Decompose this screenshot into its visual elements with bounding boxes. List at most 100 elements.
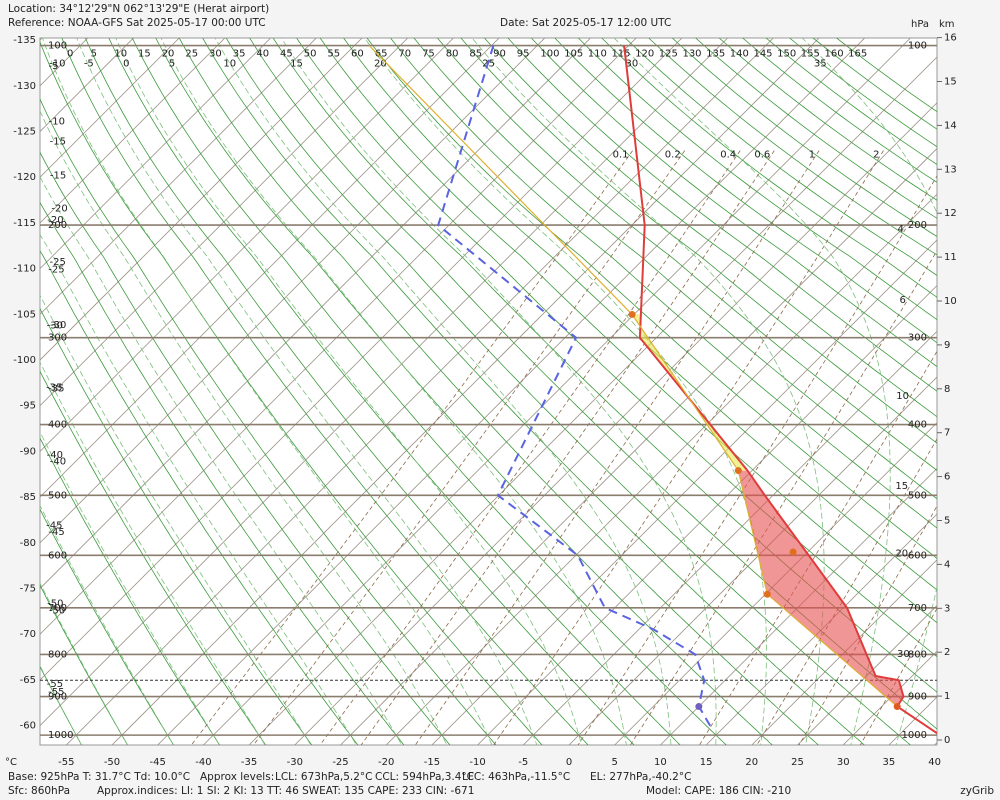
dry-adiabat (577, 38, 937, 321)
z-tick-label: 6 (944, 472, 950, 483)
dry-adiabat (131, 38, 727, 745)
dry-adiabat-label: 105 (564, 49, 583, 60)
dry-adiabat (436, 38, 937, 471)
location: Location: 34°12'29"N 062°13'29"E (Herat … (8, 3, 269, 15)
z-tick-label: 2 (944, 647, 950, 658)
dry-adiabat-label: -35 (46, 382, 62, 393)
level-point (628, 310, 636, 318)
moist-adiabat-label: -55 (48, 687, 64, 698)
dry-adiabat-label: 80 (446, 49, 459, 60)
dry-adiabat-label: -10 (49, 117, 65, 128)
indices: Approx.indices: LI: 1 SI: 2 KI: 13 TT: 4… (97, 785, 474, 797)
left-tick-label: -65 (20, 675, 36, 686)
x-tick-label: -35 (241, 757, 257, 768)
dry-adiabat-label: 25 (185, 49, 198, 60)
isotherm (568, 376, 937, 745)
dry-adiabat-label: -55 (47, 679, 63, 690)
dry-adiabat-label: 35 (233, 49, 246, 60)
level-point (734, 467, 742, 475)
isotherm (40, 38, 592, 590)
mixing-ratio-label: 15 (895, 481, 908, 492)
moist-adiabat-label: 10 (223, 59, 236, 70)
dry-adiabat-label: 125 (659, 49, 678, 60)
dry-adiabat (601, 38, 937, 298)
z-tick-label: 7 (944, 428, 950, 439)
pressure-label: 400 (908, 420, 927, 431)
dry-adiabat (460, 38, 937, 444)
isotherm (40, 38, 226, 224)
levels-label: Approx levels: (200, 771, 274, 783)
pressure-label: 900 (908, 692, 927, 703)
pressure-label: 300 (908, 333, 927, 344)
cin-area (738, 470, 904, 707)
dry-adiabat (507, 38, 937, 392)
isotherm (339, 147, 937, 745)
moist-adiabat-label: -40 (50, 456, 66, 467)
profile-line (623, 45, 937, 735)
moist-adiabat (160, 38, 627, 745)
mixing-ratio-label: 10 (896, 391, 909, 402)
isotherm (65, 38, 774, 745)
dry-adiabat-label: -45 (46, 520, 62, 531)
dry-adiabat (390, 38, 937, 529)
dry-adiabat-label: 150 (777, 49, 796, 60)
mixing-ratio-label: 0.6 (754, 150, 770, 161)
pressure-label: 100 (908, 41, 927, 52)
mixing-ratio-line (577, 175, 937, 745)
mixing-ratio-line (319, 150, 741, 745)
dry-adiabat-label: 15 (138, 49, 151, 60)
dry-adiabat-label: 90 (493, 49, 506, 60)
pressure-label: 200 (48, 220, 67, 231)
x-tick-label: -10 (469, 757, 485, 768)
pressure-label: 800 (48, 649, 67, 660)
mixing-ratio-label: 0.4 (720, 150, 736, 161)
dry-adiabat (343, 38, 937, 591)
profile-line (437, 45, 714, 731)
dry-adiabat-label: 10 (114, 49, 127, 60)
el-info: EL: 277hPa,-40.2°C (590, 771, 691, 783)
model-info: Model: CAPE: 186 CIN: -210 (646, 785, 791, 797)
x-tick-label: 5 (612, 757, 618, 768)
z-unit: km (939, 19, 955, 30)
pressure-label: 400 (48, 420, 67, 431)
left-tick-label: -125 (13, 127, 36, 138)
dry-adiabat (178, 38, 819, 745)
z-tick-label: 14 (944, 120, 957, 131)
z-tick-label: 16 (944, 33, 957, 44)
moist-adiabat-label: 20 (374, 59, 387, 70)
dry-adiabat-label: 40 (256, 49, 269, 60)
dry-adiabat-label: 160 (824, 49, 843, 60)
pressure-label: 1000 (48, 730, 73, 741)
dry-adiabat-label: 135 (706, 49, 725, 60)
dry-adiabat-label: -40 (47, 450, 63, 461)
dry-adiabat (413, 38, 937, 500)
moist-adiabat-label: -5 (84, 59, 94, 70)
isotherm (659, 467, 937, 745)
pressure-label: 500 (48, 490, 67, 501)
dry-adiabat-label: -5 (49, 61, 59, 72)
dry-adiabat-label: -30 (47, 321, 63, 332)
z-tick-label: 11 (944, 252, 957, 263)
mixing-ratio-line (798, 505, 937, 745)
dry-adiabat (202, 38, 865, 745)
mixing-ratio-label: 4 (897, 224, 903, 235)
left-tick-label: -60 (20, 721, 36, 732)
dry-adiabat (483, 38, 937, 418)
dry-adiabat-label: -25 (48, 265, 64, 276)
credit: zyGrib (960, 785, 994, 797)
isotherm (40, 38, 135, 133)
dry-adiabat-label: 50 (304, 49, 317, 60)
dry-adiabat-label: 100 (540, 49, 559, 60)
lcl-info: LCL: 673hPa,5.2°C (275, 771, 373, 783)
pressure-label: 900 (48, 692, 67, 703)
left-tick-label: -100 (13, 355, 36, 366)
mixing-ratio-label: 30 (897, 649, 910, 660)
dry-adiabat-label: 140 (730, 49, 749, 60)
left-tick-label: -105 (13, 309, 36, 320)
mixing-ratio-line (629, 249, 937, 745)
dry-adiabat-label: 165 (848, 49, 867, 60)
sfc-info: Sfc: 860hPa (8, 785, 70, 797)
moist-adiabat-label: -20 (51, 203, 67, 214)
level-point (789, 548, 797, 556)
dry-adiabat-label: 155 (801, 49, 820, 60)
